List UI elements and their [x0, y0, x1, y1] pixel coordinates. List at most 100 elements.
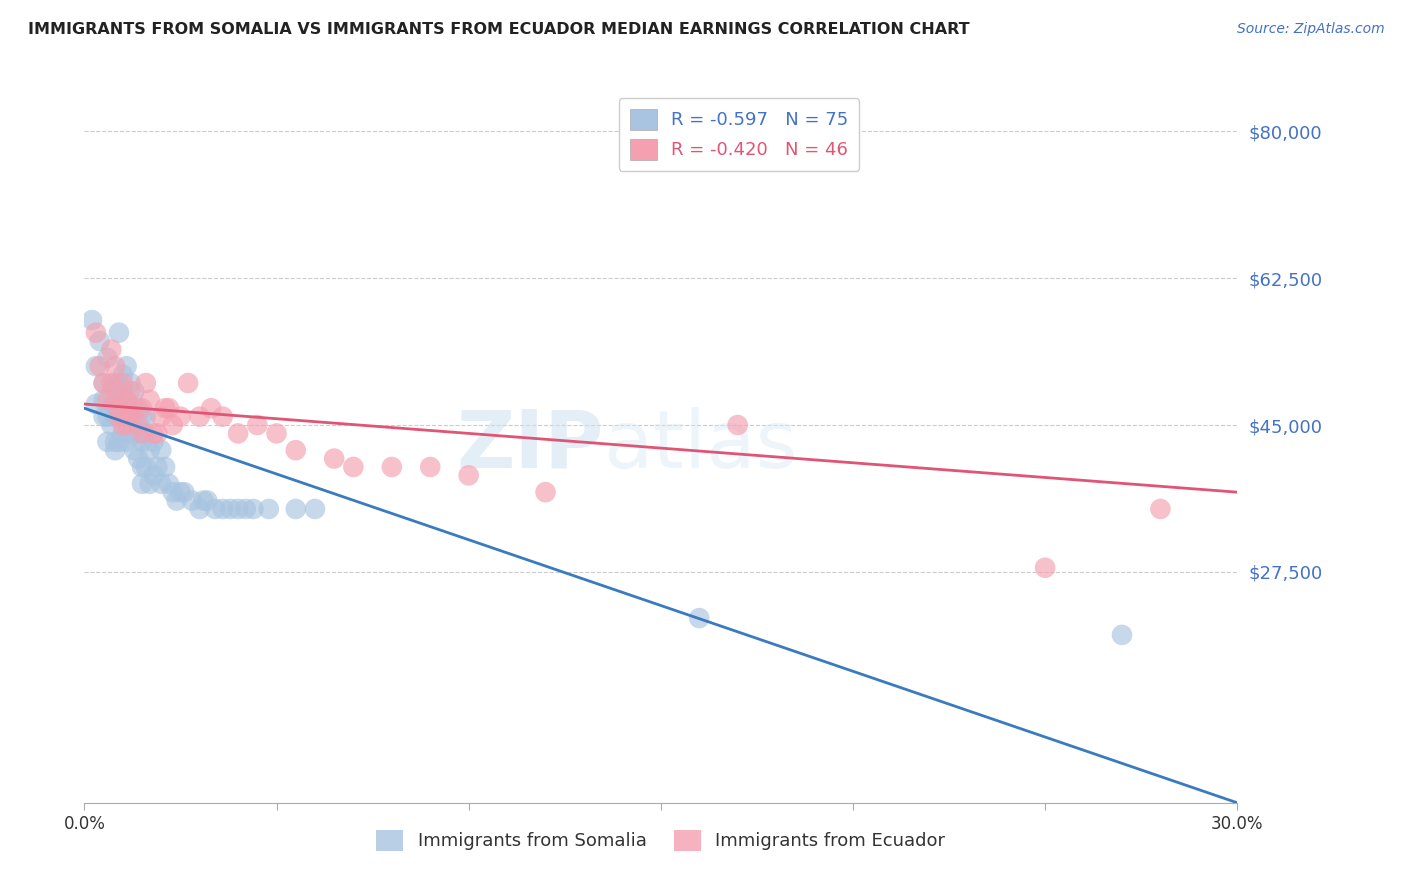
Point [131, 401, 153, 416]
Point [284, 443, 307, 458]
Point [115, 392, 138, 407]
Point [138, 392, 160, 407]
Point [1149, 502, 1171, 516]
Point [150, 476, 173, 491]
Point [195, 493, 218, 508]
Text: atlas: atlas [603, 407, 797, 485]
Point [131, 426, 153, 441]
Point [688, 611, 710, 625]
Point [457, 468, 479, 483]
Point [266, 426, 288, 441]
Point [166, 493, 188, 508]
Point [111, 417, 134, 432]
Point [226, 426, 249, 441]
Point [135, 460, 157, 475]
Point [111, 392, 134, 407]
Point [242, 502, 264, 516]
Point [142, 426, 165, 441]
Point [131, 409, 153, 424]
Point [111, 409, 134, 424]
Point [108, 401, 131, 416]
Point [177, 376, 200, 390]
Point [257, 502, 280, 516]
Point [342, 460, 364, 475]
Point [193, 493, 215, 508]
Point [108, 326, 131, 340]
Point [120, 409, 142, 424]
Point [111, 384, 134, 399]
Point [153, 460, 176, 475]
Point [127, 451, 149, 466]
Text: IMMIGRANTS FROM SOMALIA VS IMMIGRANTS FROM ECUADOR MEDIAN EARNINGS CORRELATION C: IMMIGRANTS FROM SOMALIA VS IMMIGRANTS FR… [28, 22, 970, 37]
Point [135, 426, 157, 441]
Point [120, 376, 142, 390]
Point [157, 476, 180, 491]
Point [131, 434, 153, 449]
Point [84, 397, 107, 411]
Point [104, 359, 127, 374]
Point [304, 502, 326, 516]
Point [100, 343, 122, 357]
Point [80, 313, 103, 327]
Point [127, 401, 149, 416]
Point [146, 426, 169, 441]
Point [157, 401, 180, 416]
Point [204, 502, 226, 516]
Point [235, 502, 257, 516]
Point [108, 409, 131, 424]
Point [104, 376, 127, 390]
Point [100, 401, 122, 416]
Point [100, 417, 122, 432]
Point [138, 476, 160, 491]
Point [93, 376, 115, 390]
Point [162, 417, 184, 432]
Point [115, 417, 138, 432]
Point [181, 493, 204, 508]
Point [323, 451, 346, 466]
Point [188, 502, 211, 516]
Point [108, 401, 131, 416]
Point [93, 392, 115, 407]
Point [1111, 628, 1133, 642]
Point [150, 409, 173, 424]
Point [534, 485, 557, 500]
Point [93, 409, 115, 424]
Point [108, 392, 131, 407]
Point [381, 460, 404, 475]
Point [1033, 560, 1056, 574]
Point [200, 401, 222, 416]
Point [131, 476, 153, 491]
Point [153, 401, 176, 416]
Legend: Immigrants from Somalia, Immigrants from Ecuador: Immigrants from Somalia, Immigrants from… [370, 822, 952, 858]
Point [96, 351, 118, 365]
Text: ZIP: ZIP [456, 407, 603, 485]
Point [150, 443, 173, 458]
Point [111, 426, 134, 441]
Point [162, 485, 184, 500]
Point [246, 417, 269, 432]
Point [127, 417, 149, 432]
Point [100, 376, 122, 390]
Point [419, 460, 441, 475]
Point [89, 359, 111, 374]
Point [89, 334, 111, 348]
Point [100, 384, 122, 399]
Point [188, 409, 211, 424]
Point [111, 376, 134, 390]
Point [211, 502, 233, 516]
Point [142, 434, 165, 449]
Point [173, 485, 195, 500]
Point [127, 426, 149, 441]
Text: Source: ZipAtlas.com: Source: ZipAtlas.com [1237, 22, 1385, 37]
Point [115, 409, 138, 424]
Point [727, 417, 749, 432]
Point [120, 426, 142, 441]
Point [104, 434, 127, 449]
Point [169, 485, 191, 500]
Point [135, 376, 157, 390]
Point [96, 392, 118, 407]
Point [124, 384, 146, 399]
Point [120, 384, 142, 399]
Point [131, 460, 153, 475]
Point [135, 409, 157, 424]
